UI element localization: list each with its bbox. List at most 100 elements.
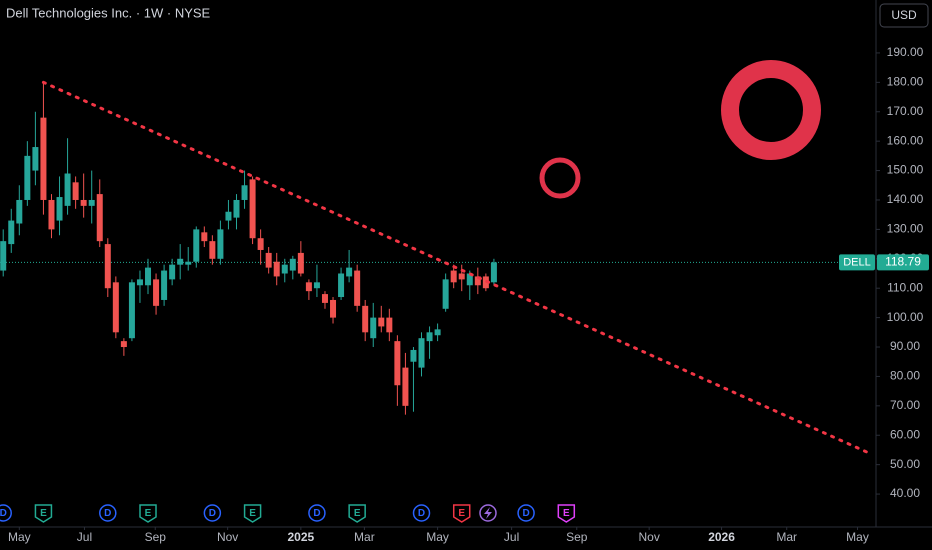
x-tick-label: May bbox=[846, 530, 869, 544]
event-shape bbox=[243, 504, 262, 523]
event-marker[interactable]: E bbox=[452, 504, 471, 523]
y-tick-label: 180.00 bbox=[887, 75, 924, 89]
event-marker[interactable]: E bbox=[34, 504, 53, 523]
x-tick-label: May bbox=[426, 530, 449, 544]
candle-body bbox=[120, 341, 127, 348]
candle-body bbox=[466, 273, 473, 286]
y-tick-label: 170.00 bbox=[887, 104, 924, 118]
candle-body bbox=[249, 179, 256, 239]
candle-body bbox=[338, 273, 345, 298]
x-tick-label: Sep bbox=[145, 530, 167, 544]
event-marker[interactable]: E bbox=[348, 504, 366, 523]
event-marker[interactable]: E bbox=[243, 504, 262, 523]
event-label: D bbox=[0, 508, 7, 519]
candle-body bbox=[128, 282, 135, 339]
candle-body bbox=[72, 182, 79, 200]
candle-body bbox=[112, 282, 119, 333]
y-tick-label: 70.00 bbox=[890, 398, 920, 412]
event-marker[interactable]: E bbox=[557, 504, 576, 523]
event-shape bbox=[99, 504, 117, 522]
candle-body bbox=[225, 211, 232, 221]
candle-body bbox=[56, 197, 63, 221]
event-label: E bbox=[145, 508, 152, 519]
event-label: D bbox=[522, 508, 529, 519]
candle-body bbox=[362, 305, 369, 333]
event-marker[interactable]: E bbox=[139, 504, 157, 523]
event-marker[interactable]: D bbox=[517, 504, 535, 522]
candle-body bbox=[458, 273, 465, 280]
drawing-ring-large[interactable] bbox=[721, 60, 821, 160]
y-tick-label: 80.00 bbox=[890, 369, 920, 383]
candle-body bbox=[378, 317, 385, 327]
y-tick-label: 130.00 bbox=[887, 222, 924, 236]
event-shape bbox=[139, 504, 157, 523]
candle-body bbox=[88, 199, 95, 206]
event-shape bbox=[517, 504, 535, 522]
event-shape bbox=[308, 504, 326, 522]
candle-body bbox=[410, 349, 417, 362]
event-label: D bbox=[209, 508, 216, 519]
candle-body bbox=[209, 241, 216, 259]
candle-body bbox=[177, 258, 184, 265]
y-tick-label: 110.00 bbox=[887, 280, 923, 294]
candle-body bbox=[330, 299, 337, 318]
candle-body bbox=[16, 199, 23, 224]
candle-body bbox=[153, 279, 160, 306]
candle-body bbox=[24, 155, 31, 200]
candle-body bbox=[289, 258, 296, 271]
candle-body bbox=[281, 264, 288, 274]
candle-body bbox=[321, 294, 328, 303]
candle-body bbox=[297, 252, 304, 274]
candle-body bbox=[96, 194, 103, 242]
candle-body bbox=[474, 276, 481, 286]
x-tick-label: Jul bbox=[77, 530, 92, 544]
candle-body bbox=[64, 173, 71, 206]
candle-body bbox=[434, 329, 441, 336]
event-marker[interactable]: D bbox=[308, 504, 326, 522]
event-label: D bbox=[104, 508, 111, 519]
event-marker[interactable]: D bbox=[0, 504, 12, 522]
candle-body bbox=[386, 317, 393, 333]
event-label: E bbox=[458, 508, 465, 519]
y-tick-label: 40.00 bbox=[890, 486, 920, 500]
event-marker[interactable]: D bbox=[203, 504, 222, 522]
event-label: D bbox=[418, 508, 425, 519]
chart-title: Dell Technologies Inc. · 1W · NYSE bbox=[6, 5, 211, 20]
event-shape bbox=[557, 504, 576, 523]
y-tick-label: 90.00 bbox=[890, 339, 920, 353]
currency-button[interactable] bbox=[879, 3, 929, 28]
candle-body bbox=[80, 199, 87, 206]
event-shape bbox=[348, 504, 366, 523]
y-tick-label: 50.00 bbox=[890, 457, 920, 471]
event-marker[interactable]: D bbox=[99, 504, 117, 522]
dividend-split-icon[interactable] bbox=[479, 504, 497, 522]
candle-body bbox=[40, 117, 47, 200]
candle-body bbox=[442, 279, 449, 309]
y-tick-label: 140.00 bbox=[887, 192, 924, 206]
candle-body bbox=[426, 332, 433, 342]
x-tick-label: Jul bbox=[504, 530, 519, 544]
event-shape bbox=[203, 504, 222, 522]
candle-body bbox=[418, 338, 425, 368]
candle-body bbox=[0, 241, 7, 271]
candle-body bbox=[136, 279, 143, 286]
candle-body bbox=[241, 185, 248, 200]
candle-body bbox=[145, 267, 152, 286]
currency-label[interactable]: USD bbox=[891, 8, 917, 22]
event-shape bbox=[412, 504, 431, 522]
y-tick-label: 100.00 bbox=[887, 310, 924, 324]
candle-body bbox=[8, 220, 15, 245]
x-tick-label: Nov bbox=[638, 530, 659, 544]
candle-body bbox=[394, 341, 401, 386]
price-tag-label: 118.79 bbox=[885, 255, 921, 269]
drawing-ring-small[interactable] bbox=[539, 157, 581, 199]
y-tick-label: 160.00 bbox=[887, 133, 924, 147]
event-label: E bbox=[249, 508, 256, 519]
candle-body bbox=[104, 244, 111, 289]
event-shape bbox=[34, 504, 53, 523]
y-tick-label: 190.00 bbox=[887, 45, 924, 59]
candle-body bbox=[490, 262, 497, 283]
event-label: E bbox=[563, 508, 570, 519]
event-marker[interactable]: D bbox=[412, 504, 431, 522]
